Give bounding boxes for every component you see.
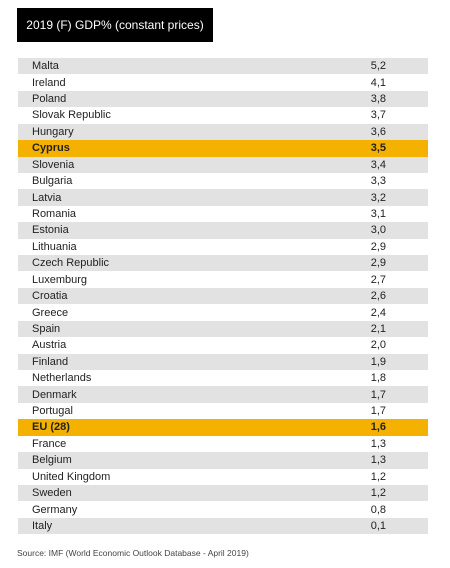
- gdp-value: 2,6: [370, 290, 386, 303]
- gdp-value: 3,3: [370, 175, 386, 188]
- country-label: Slovak Republic: [32, 109, 111, 122]
- country-label: Belgium: [32, 454, 72, 467]
- table-row: Romania 3,1: [18, 206, 428, 222]
- table-row: Austria 2,0: [18, 337, 428, 353]
- table-row: Estonia 3,0: [18, 222, 428, 239]
- gdp-value: 3,5: [370, 142, 386, 155]
- gdp-value: 1,6: [370, 421, 386, 434]
- gdp-value: 2,1: [370, 322, 386, 335]
- table-row: Croatia 2,6: [18, 287, 428, 305]
- table-title: 2019 (F) GDP% (constant prices): [17, 8, 213, 42]
- table-row: Malta 5,2: [18, 58, 428, 75]
- gdp-value: 3,7: [370, 109, 386, 122]
- table-row: Denmark 1,7: [18, 386, 428, 403]
- table-row: Finland 1,9: [18, 353, 428, 371]
- country-label: France: [32, 437, 67, 450]
- table-row: Sweden 1,2: [18, 484, 428, 502]
- gdp-value: 1,3: [370, 437, 386, 450]
- gdp-value: 2,9: [370, 257, 386, 270]
- country-label: EU (28): [32, 421, 70, 434]
- gdp-value: 2,7: [370, 273, 386, 286]
- gdp-value: 3,1: [370, 208, 386, 220]
- country-label: Spain: [32, 322, 61, 335]
- table-row: Lithuania 2,9: [18, 239, 428, 255]
- table-row: Slovak Republic 3,7: [18, 107, 428, 123]
- country-label: Germany: [32, 503, 78, 516]
- table-row: Germany 0,8: [18, 501, 428, 517]
- gdp-value: 4,1: [370, 76, 386, 89]
- gdp-value: 2,4: [370, 306, 386, 319]
- country-label: Denmark: [32, 388, 77, 401]
- gdp-value: 2,0: [370, 339, 386, 352]
- country-label: Cyprus: [32, 142, 70, 155]
- source-note: Source: IMF (World Economic Outlook Data…: [17, 548, 249, 558]
- country-label: Slovenia: [32, 158, 75, 171]
- country-label: Estonia: [32, 224, 69, 237]
- gdp-value: 0,8: [370, 503, 386, 516]
- country-label: Lithuania: [32, 240, 77, 253]
- gdp-value: 3,6: [370, 125, 386, 138]
- table-row: Slovenia 3,4: [18, 156, 428, 173]
- gdp-value: 1,2: [370, 470, 386, 483]
- country-label: Sweden: [32, 487, 72, 500]
- country-label: Croatia: [32, 290, 68, 303]
- gdp-value: 3,0: [370, 224, 386, 237]
- gdp-value: 1,8: [370, 372, 386, 385]
- gdp-value: 5,2: [370, 60, 386, 73]
- table-row: Greece 2,4: [18, 304, 428, 320]
- country-label: Bulgaria: [32, 175, 73, 188]
- table-row: Belgium 1,3: [18, 452, 428, 469]
- country-label: Finland: [32, 355, 69, 368]
- table-row: Ireland 4,1: [18, 74, 428, 90]
- table-row: EU (28) 1,6: [18, 419, 428, 436]
- country-label: Latvia: [32, 191, 62, 204]
- gdp-value: 1,7: [370, 388, 386, 401]
- country-label: Romania: [32, 208, 77, 220]
- country-label: Portugal: [32, 405, 73, 418]
- table-row: Netherlands 1,8: [18, 370, 428, 386]
- table-row: Poland 3,8: [18, 90, 428, 108]
- table-row: Czech Republic 2,9: [18, 255, 428, 272]
- country-label: Hungary: [32, 125, 74, 138]
- table-row: Italy 0,1: [18, 517, 428, 535]
- country-label: Netherlands: [32, 372, 92, 385]
- country-label: Malta: [32, 60, 59, 73]
- country-label: United Kingdom: [32, 470, 111, 483]
- gdp-value: 3,2: [370, 191, 386, 204]
- country-label: Ireland: [32, 76, 66, 89]
- country-label: Luxemburg: [32, 273, 88, 286]
- country-label: Austria: [32, 339, 67, 352]
- country-label: Italy: [32, 520, 53, 533]
- gdp-value: 0,1: [370, 520, 386, 533]
- gdp-value: 3,4: [370, 158, 386, 171]
- gdp-value: 3,8: [370, 93, 386, 106]
- country-label: Czech Republic: [32, 257, 110, 270]
- table-row: Cyprus 3,5: [18, 140, 428, 157]
- gdp-value: 2,9: [370, 240, 386, 253]
- gdp-value: 1,7: [370, 405, 386, 418]
- table-row: Hungary 3,6: [18, 123, 428, 141]
- table-row: Luxemburg 2,7: [18, 271, 428, 287]
- table-row: United Kingdom 1,2: [18, 469, 428, 485]
- gdp-value: 1,2: [370, 487, 386, 500]
- country-label: Poland: [32, 93, 67, 106]
- table-row: France 1,3: [18, 436, 428, 452]
- table-row: Portugal 1,7: [18, 403, 428, 419]
- table-row: Bulgaria 3,3: [18, 173, 428, 189]
- gdp-value: 1,9: [370, 355, 386, 368]
- table-row: Spain 2,1: [18, 320, 428, 338]
- gdp-table: Malta 5,2 Ireland 4,1 Poland 3,8 Slovak Republ…: [18, 58, 428, 535]
- table-row: Latvia 3,2: [18, 189, 428, 206]
- country-label: Greece: [32, 306, 69, 319]
- gdp-value: 1,3: [370, 454, 386, 467]
